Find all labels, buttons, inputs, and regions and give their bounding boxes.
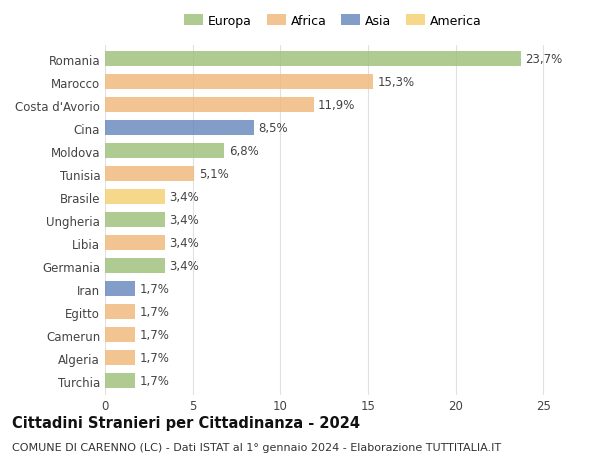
Bar (105, 259, 164, 274)
Text: 15,3%: 15,3% (378, 76, 415, 89)
Bar (105, 351, 135, 365)
Bar (105, 213, 164, 228)
Text: 3,4%: 3,4% (169, 237, 199, 250)
Text: 6,8%: 6,8% (229, 145, 259, 158)
Text: 3,4%: 3,4% (169, 260, 199, 273)
Text: Cittadini Stranieri per Cittadinanza - 2024: Cittadini Stranieri per Cittadinanza - 2… (12, 415, 360, 431)
Text: COMUNE DI CARENNO (LC) - Dati ISTAT al 1° gennaio 2024 - Elaborazione TUTTITALIA: COMUNE DI CARENNO (LC) - Dati ISTAT al 1… (12, 442, 501, 452)
Bar (105, 144, 224, 159)
Text: 1,7%: 1,7% (139, 329, 169, 341)
Text: 8,5%: 8,5% (259, 122, 288, 135)
Bar (105, 121, 254, 136)
Text: 1,7%: 1,7% (139, 283, 169, 296)
Bar (105, 305, 135, 319)
Bar (105, 236, 164, 251)
Text: 5,1%: 5,1% (199, 168, 229, 181)
Text: 11,9%: 11,9% (318, 99, 355, 112)
Bar (105, 190, 164, 205)
Bar (105, 167, 194, 182)
Legend: Europa, Africa, Asia, America: Europa, Africa, Asia, America (179, 10, 487, 33)
Bar (105, 328, 135, 342)
Bar (105, 52, 521, 67)
Text: 1,7%: 1,7% (139, 375, 169, 387)
Bar (105, 98, 314, 113)
Bar (105, 374, 135, 388)
Text: 3,4%: 3,4% (169, 191, 199, 204)
Text: 3,4%: 3,4% (169, 214, 199, 227)
Text: 1,7%: 1,7% (139, 306, 169, 319)
Bar (105, 75, 373, 90)
Text: 1,7%: 1,7% (139, 352, 169, 364)
Text: 23,7%: 23,7% (525, 53, 562, 66)
Bar (105, 282, 135, 297)
